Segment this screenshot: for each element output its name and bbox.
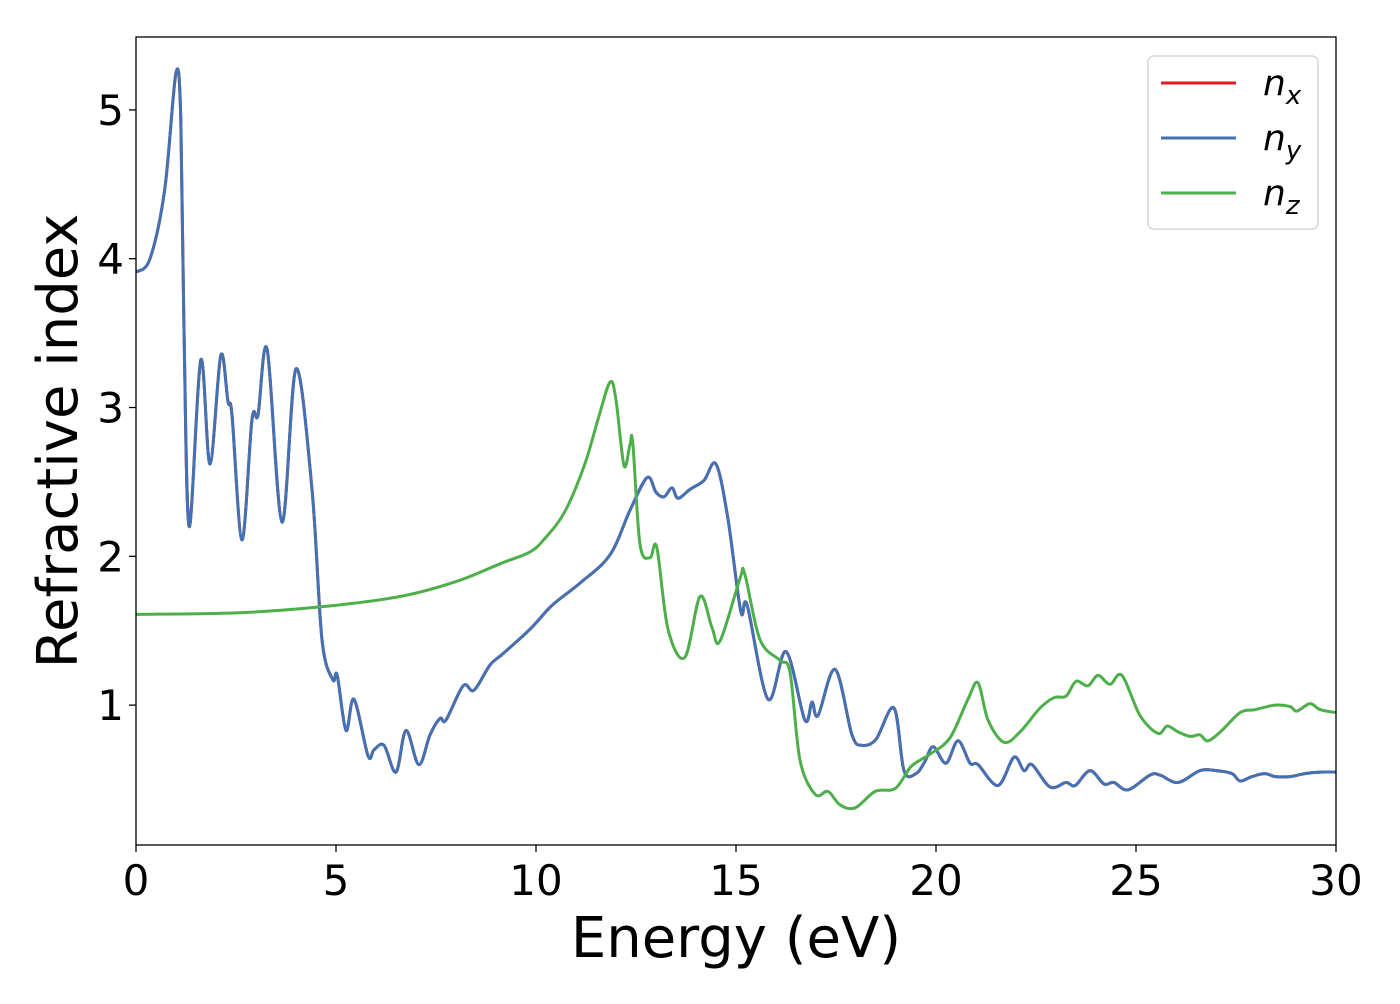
x-tick-label: 5 <box>323 856 350 905</box>
series-layer <box>136 67 1336 811</box>
x-tick-label: 25 <box>1109 856 1162 905</box>
series-line-nz <box>136 379 1336 811</box>
y-axis-label: Refractive index <box>26 214 91 669</box>
y-tick-label: 5 <box>97 86 124 135</box>
x-tick-label: 10 <box>509 856 562 905</box>
x-axis-label: Energy (eV) <box>571 906 901 971</box>
x-tick-label: 20 <box>909 856 962 905</box>
x-tick-label: 15 <box>709 856 762 905</box>
y-tick-label: 2 <box>97 532 124 581</box>
legend-label-nx: nx <box>1263 63 1302 111</box>
legend: nx ny nz <box>1147 55 1319 230</box>
y-tick-label: 4 <box>97 235 124 284</box>
legend-label-ny: ny <box>1263 118 1302 166</box>
y-tick-label: 1 <box>97 681 124 730</box>
x-axis: 0 5 10 15 20 25 30 <box>123 845 1363 905</box>
x-tick-label: 0 <box>123 856 150 905</box>
y-tick-label: 3 <box>97 384 124 433</box>
legend-label-nz: nz <box>1263 173 1301 221</box>
series-line-ny <box>136 67 1336 792</box>
x-tick-label: 30 <box>1309 856 1362 905</box>
legend-box <box>1147 55 1319 230</box>
y-axis: 1 2 3 4 5 <box>97 86 136 730</box>
